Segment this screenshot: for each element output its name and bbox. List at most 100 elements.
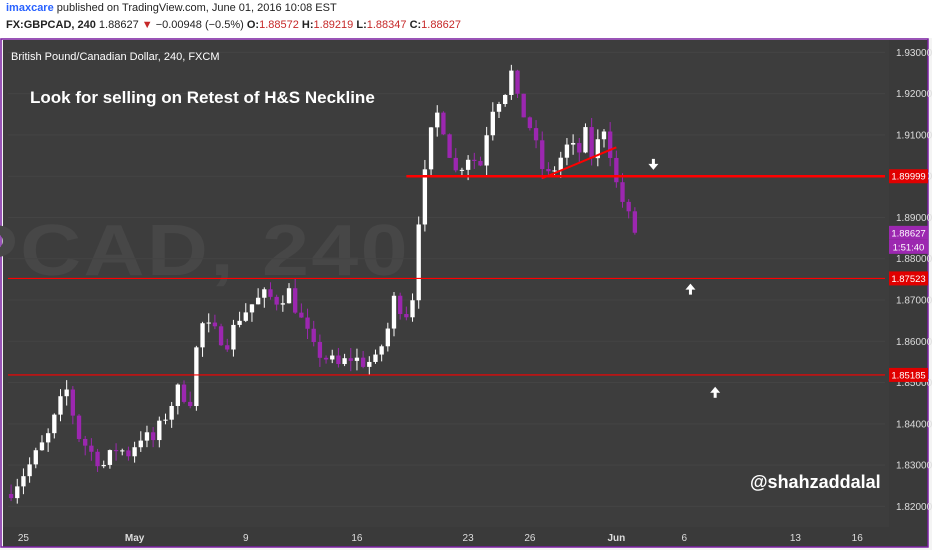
bar-countdown-label: 1:51:40	[893, 242, 925, 253]
resistance-price-label: 1.89999	[891, 172, 925, 183]
arrow-shaft	[651, 158, 655, 165]
support1-price-box	[889, 271, 928, 286]
x-tick-label: 13	[790, 533, 802, 544]
candle-body	[348, 358, 353, 361]
candle-body	[336, 355, 341, 365]
x-tick-labels: 25 May 9 16 23 26 Jun 6 13 16	[18, 533, 863, 544]
author-link[interactable]: imaxcare	[6, 2, 54, 14]
candle-body	[132, 447, 137, 457]
candle-body	[447, 134, 452, 158]
arrow-head	[710, 386, 721, 393]
y-tick-label: 1.86000	[896, 337, 932, 348]
candle-body	[231, 324, 236, 350]
close-value: 1.88627	[421, 19, 461, 31]
x-tick-label: 6	[681, 533, 687, 544]
candle-body	[299, 312, 304, 318]
x-tick-label: 16	[852, 533, 864, 544]
candle-body	[150, 432, 156, 441]
arrows	[648, 158, 721, 398]
candle-body	[27, 464, 32, 477]
price-chart[interactable]: GBPCAD, 240 1.82000 1.83000 1.84000 1.85000…	[0, 38, 932, 550]
y-tick-label: 1.88000	[896, 254, 932, 265]
published-text: published on TradingView.com, June 01, 2…	[56, 2, 337, 14]
candle-body	[626, 201, 631, 212]
horizontal-levels[interactable]	[8, 146, 885, 376]
y-tick-label: 1.87000	[896, 296, 932, 307]
candle-body	[484, 135, 489, 166]
down-arrow-icon: ▼	[141, 19, 153, 31]
candle-body	[472, 159, 477, 161]
candle-body	[465, 159, 471, 170]
candle-body	[237, 320, 242, 325]
candle-body	[311, 328, 316, 343]
candle-body	[138, 440, 143, 448]
candle-body	[249, 304, 255, 313]
candle-body	[83, 438, 88, 446]
candle-body	[527, 117, 533, 129]
x-tick-label: 23	[463, 533, 475, 544]
candle-body	[379, 346, 384, 355]
up-arrow-icon	[710, 386, 721, 398]
down-arrow-icon	[648, 158, 659, 170]
open-label: O:	[246, 19, 260, 31]
y-tick-label: 1.85000	[896, 378, 932, 389]
candle-body	[404, 314, 409, 318]
candle-body	[58, 396, 63, 415]
signature-text: @shahzaddalal	[750, 472, 881, 492]
candle-body	[194, 347, 199, 407]
current-price-label: 1.88627	[891, 228, 925, 239]
candle-body	[577, 143, 582, 153]
candle-body	[200, 323, 205, 348]
candle-body	[422, 169, 428, 225]
candle-body	[496, 104, 502, 112]
candle-body	[410, 300, 415, 318]
candle-body	[120, 450, 125, 452]
candle-body	[255, 297, 261, 305]
candle-body	[317, 342, 323, 358]
x-tick-label: 26	[524, 533, 536, 544]
y-tick-label: 1.93000	[896, 48, 932, 59]
chart-area[interactable]: GBPCAD, 240 1.82000 1.83000 1.84000 1.85000…	[0, 38, 932, 550]
candle-body	[52, 414, 57, 434]
neckline-trendline[interactable]	[541, 146, 617, 180]
candle-body	[89, 445, 94, 452]
y-tick-label: 1.83000	[896, 461, 932, 472]
support2-price-label: 1.85185	[891, 370, 925, 381]
candle-body	[354, 357, 360, 361]
candle-body	[373, 354, 378, 362]
annotation-text[interactable]: Look for selling on Retest of H&S Neckli…	[30, 88, 375, 107]
candle-body	[552, 170, 557, 172]
candle-body	[342, 358, 347, 365]
arrow-shaft	[713, 391, 717, 398]
candle-body	[206, 322, 211, 324]
candle-body	[21, 476, 26, 487]
price-change: −0.00948 (−0.5%)	[155, 19, 244, 31]
candle-body	[595, 139, 600, 159]
candle-body	[515, 70, 520, 94]
candle-body	[76, 415, 82, 439]
candles	[8, 64, 638, 504]
candle-body	[15, 486, 20, 499]
y-tick-label: 1.92000	[896, 89, 932, 100]
candle-body	[45, 433, 51, 443]
current-price-box	[889, 225, 928, 240]
candle-body	[367, 361, 372, 367]
bar-countdown-box	[889, 239, 928, 254]
candle-body	[614, 157, 619, 183]
candle-body	[589, 127, 594, 159]
symbol-watermark: GBPCAD, 240	[0, 211, 410, 291]
y-tick-label: 1.89000	[896, 213, 932, 224]
candle-body	[144, 432, 150, 441]
candle-body	[113, 450, 119, 452]
candle-body	[546, 168, 551, 172]
candle-body	[601, 131, 607, 140]
candle-body	[305, 317, 310, 329]
candle-body	[39, 442, 45, 451]
x-tick-label: 25	[18, 533, 30, 544]
y-tick-label: 1.82000	[896, 502, 932, 513]
candle-body	[225, 345, 230, 350]
candle-body	[280, 303, 285, 305]
symbol-label[interactable]: FX:GBPCAD, 240	[6, 19, 96, 31]
candle-body	[558, 157, 563, 171]
time-axis[interactable]	[3, 527, 928, 547]
